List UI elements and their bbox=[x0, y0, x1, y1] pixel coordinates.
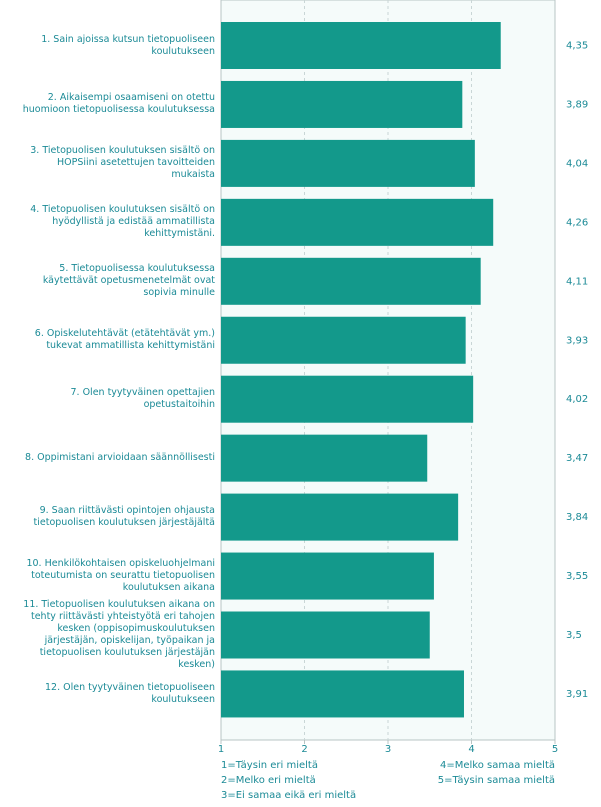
bar bbox=[221, 198, 494, 246]
value-label: 3,5 bbox=[566, 630, 582, 641]
category-label: 10. Henkilökohtaisen opiskeluohjelmani t… bbox=[26, 558, 215, 594]
bar bbox=[221, 493, 459, 541]
value-label: 4,35 bbox=[566, 41, 588, 52]
bar bbox=[221, 670, 464, 718]
value-label: 3,47 bbox=[566, 453, 588, 464]
bar bbox=[221, 375, 474, 423]
bar bbox=[221, 80, 463, 128]
legend-entry: 2=Melko eri mieltä bbox=[221, 775, 316, 786]
value-label: 3,84 bbox=[566, 512, 588, 523]
x-tick-label: 5 bbox=[552, 744, 558, 755]
category-label: 4. Tietopuolisen koulutuksen sisältö on … bbox=[30, 204, 215, 240]
bar bbox=[221, 611, 430, 659]
bar bbox=[221, 316, 466, 364]
value-label: 3,91 bbox=[566, 689, 588, 700]
category-label: 7. Olen tyytyväinen opettajien opetustai… bbox=[70, 387, 216, 411]
x-tick-label: 4 bbox=[468, 744, 474, 755]
legend-entry: 4=Melko samaa mieltä bbox=[440, 760, 555, 771]
x-tick-label: 2 bbox=[301, 744, 307, 755]
legend-entry: 5=Täysin samaa mieltä bbox=[438, 775, 555, 786]
value-label: 4,04 bbox=[566, 158, 588, 169]
value-label: 4,26 bbox=[566, 217, 588, 228]
category-label: 11. Tietopuolisen koulutuksen aikana on … bbox=[23, 599, 215, 670]
category-label: 9. Saan riittävästi opintojen ohjausta t… bbox=[33, 505, 215, 529]
value-label: 3,93 bbox=[566, 335, 588, 346]
legend-entry: 3=Ei samaa eikä eri mieltä bbox=[221, 790, 356, 801]
value-label: 4,02 bbox=[566, 394, 588, 405]
category-label: 5. Tietopuolisessa koulutuksessa käytett… bbox=[42, 263, 215, 299]
x-tick-label: 3 bbox=[385, 744, 391, 755]
category-label: 2. Aikaisempi osaamiseni on otettu huomi… bbox=[22, 92, 215, 116]
category-label: 3. Tietopuolisen koulutuksen sisältö on … bbox=[30, 145, 215, 181]
legend-entry: 1=Täysin eri mieltä bbox=[221, 760, 318, 771]
bar bbox=[221, 434, 428, 482]
bar bbox=[221, 139, 475, 187]
value-label: 3,55 bbox=[566, 571, 588, 582]
category-label: 12. Olen tyytyväinen tietopuoliseen koul… bbox=[45, 681, 215, 705]
bar bbox=[221, 552, 434, 600]
bar bbox=[221, 22, 501, 69]
category-label: 8. Oppimistani arvioidaan säännöllisesti bbox=[25, 452, 215, 464]
category-label: 6. Opiskelutehtävät (etätehtävät ym.) tu… bbox=[34, 328, 215, 352]
x-tick-label: 1 bbox=[218, 744, 224, 755]
value-label: 3,89 bbox=[566, 99, 588, 110]
bar bbox=[221, 257, 481, 305]
category-label: 1. Sain ajoissa kutsun tietopuoliseen ko… bbox=[41, 33, 215, 57]
value-label: 4,11 bbox=[566, 276, 588, 287]
